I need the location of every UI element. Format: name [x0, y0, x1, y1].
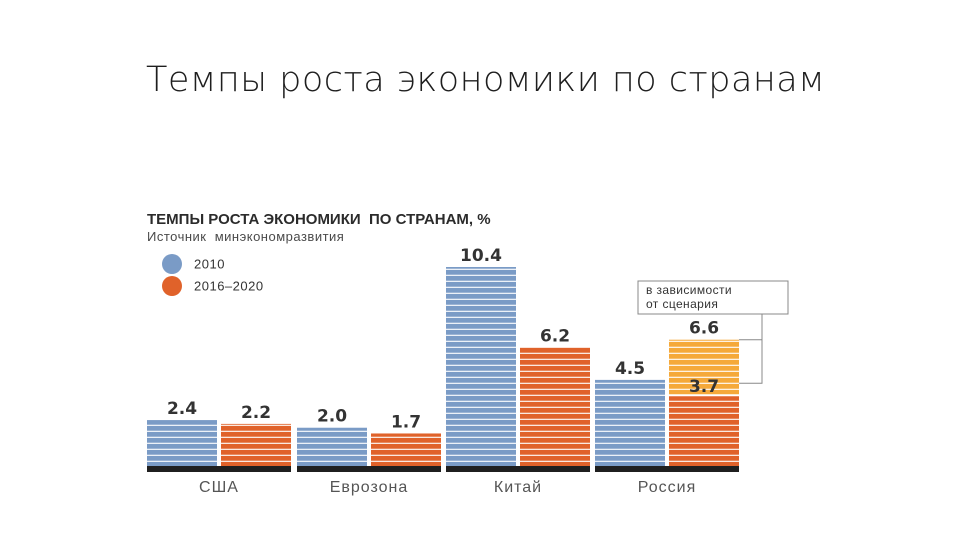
value-label-scenario-low: 3.7	[689, 377, 719, 397]
value-label: 1.7	[391, 412, 421, 432]
value-label: 2.0	[317, 407, 347, 427]
category-label: США	[199, 479, 239, 496]
slide-title: Темпы роста экономики по странам	[146, 60, 826, 100]
bar-stripes	[297, 427, 367, 466]
legend: 2010 2016–2020	[162, 254, 264, 296]
bar-stripes	[147, 420, 217, 466]
baseline-1	[297, 466, 441, 472]
bar-stripes	[669, 339, 739, 466]
bar-stripes	[446, 267, 516, 466]
legend-label-0: 2010	[194, 257, 225, 272]
bar-stripes	[520, 347, 590, 466]
bar-stripes	[371, 433, 441, 466]
bar-stripes	[221, 423, 291, 466]
annotation-box	[637, 280, 789, 315]
value-label: 4.5	[615, 359, 645, 379]
scenario-bracket	[739, 339, 763, 384]
category-label: Китай	[494, 479, 542, 496]
chart-subtitle: Источник минэкономразвития	[147, 229, 344, 244]
value-label: 6.2	[540, 326, 570, 346]
legend-label-1: 2016–2020	[194, 279, 264, 294]
baseline-2	[446, 466, 590, 472]
legend-swatch-1	[162, 276, 182, 296]
bar-stripes	[595, 379, 665, 466]
baseline-0	[147, 466, 291, 472]
bars-group: 2.4 2.0 10.4 4.5 2.2 1.7 6.2 6.6 3.7 США Еврозона К…	[147, 246, 739, 496]
annotation-text-1: от сценария	[646, 297, 718, 311]
legend-swatch-0	[162, 254, 182, 274]
value-label: 2.2	[241, 403, 271, 423]
category-label: Россия	[638, 479, 696, 496]
baseline-3	[595, 466, 739, 472]
category-label: Еврозона	[330, 479, 409, 496]
annotation-text-0: в зависимости	[646, 283, 732, 297]
value-label-scenario-high: 6.6	[689, 319, 719, 339]
value-label: 2.4	[167, 399, 197, 419]
value-label: 10.4	[460, 246, 502, 266]
chart-title: ТЕМПЫ РОСТА ЭКОНОМИКИ ПО СТРАНАМ, %	[147, 211, 491, 228]
